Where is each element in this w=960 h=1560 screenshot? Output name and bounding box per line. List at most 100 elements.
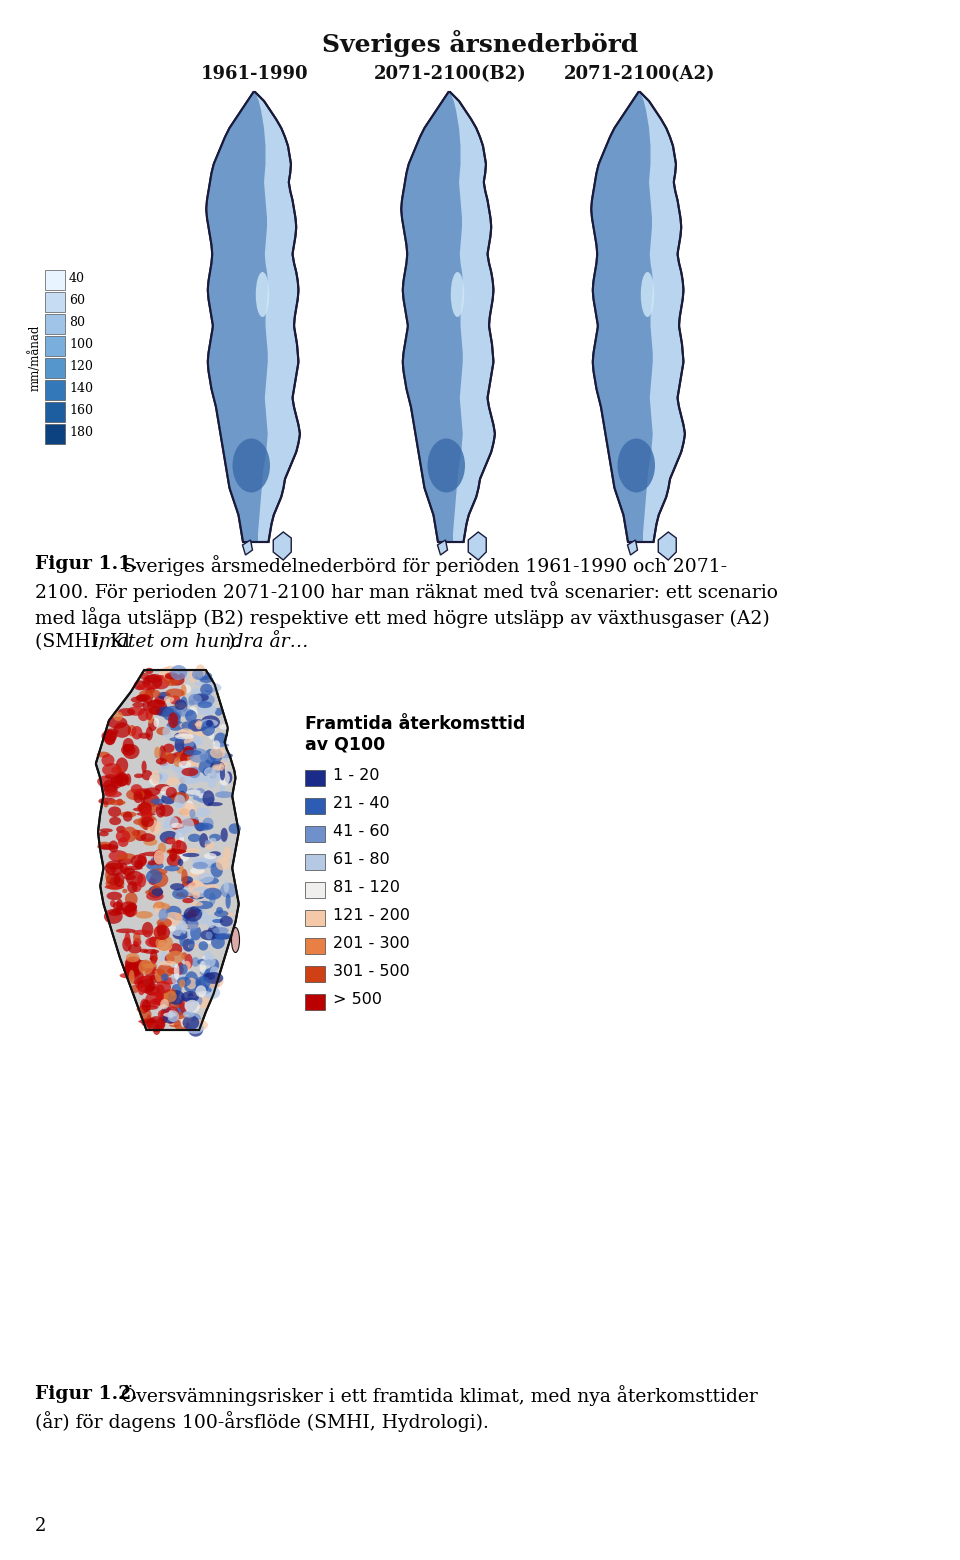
Ellipse shape bbox=[167, 839, 182, 844]
Ellipse shape bbox=[123, 744, 139, 760]
Ellipse shape bbox=[198, 702, 212, 708]
Ellipse shape bbox=[194, 788, 206, 802]
Ellipse shape bbox=[216, 913, 235, 917]
Ellipse shape bbox=[188, 719, 207, 732]
Bar bbox=[45, 357, 65, 378]
Ellipse shape bbox=[192, 858, 207, 863]
Ellipse shape bbox=[204, 683, 222, 693]
Ellipse shape bbox=[189, 749, 208, 763]
Ellipse shape bbox=[146, 708, 153, 721]
Ellipse shape bbox=[174, 997, 181, 1012]
Ellipse shape bbox=[156, 984, 164, 995]
Ellipse shape bbox=[138, 1019, 157, 1023]
Ellipse shape bbox=[166, 992, 180, 998]
Ellipse shape bbox=[112, 908, 132, 914]
Ellipse shape bbox=[175, 913, 181, 919]
Ellipse shape bbox=[160, 978, 177, 984]
Ellipse shape bbox=[203, 768, 208, 775]
Ellipse shape bbox=[212, 927, 228, 934]
Ellipse shape bbox=[640, 271, 655, 317]
Text: 41 - 60: 41 - 60 bbox=[333, 825, 390, 839]
Ellipse shape bbox=[140, 998, 149, 1014]
Text: Sveriges årsmedelnederbörd för perioden 1961-1990 och 2071-: Sveriges årsmedelnederbörd för perioden … bbox=[117, 555, 727, 576]
Ellipse shape bbox=[193, 808, 210, 817]
Ellipse shape bbox=[187, 928, 197, 941]
Ellipse shape bbox=[191, 688, 201, 699]
Ellipse shape bbox=[180, 753, 187, 766]
Ellipse shape bbox=[182, 961, 191, 970]
Ellipse shape bbox=[178, 791, 186, 803]
Ellipse shape bbox=[172, 841, 187, 855]
Ellipse shape bbox=[176, 1003, 186, 1014]
Ellipse shape bbox=[145, 690, 160, 697]
Ellipse shape bbox=[131, 984, 139, 994]
Ellipse shape bbox=[104, 783, 118, 796]
Bar bbox=[45, 381, 65, 399]
Ellipse shape bbox=[115, 772, 128, 786]
Ellipse shape bbox=[142, 675, 162, 690]
Ellipse shape bbox=[98, 797, 116, 805]
Ellipse shape bbox=[160, 1008, 169, 1023]
Ellipse shape bbox=[179, 783, 187, 794]
Text: Sveriges årsnederbörd: Sveriges årsnederbörd bbox=[322, 30, 638, 58]
Ellipse shape bbox=[165, 753, 179, 764]
Ellipse shape bbox=[126, 953, 139, 963]
Ellipse shape bbox=[165, 955, 175, 963]
Ellipse shape bbox=[106, 877, 125, 891]
Ellipse shape bbox=[129, 903, 136, 911]
Ellipse shape bbox=[169, 944, 182, 956]
Ellipse shape bbox=[181, 924, 200, 928]
Ellipse shape bbox=[176, 828, 186, 838]
Text: > 500: > 500 bbox=[333, 992, 382, 1008]
Ellipse shape bbox=[162, 707, 181, 721]
Ellipse shape bbox=[126, 970, 134, 980]
Ellipse shape bbox=[168, 1011, 174, 1019]
Ellipse shape bbox=[194, 995, 203, 1006]
Ellipse shape bbox=[172, 984, 181, 995]
Ellipse shape bbox=[132, 830, 147, 839]
Ellipse shape bbox=[110, 900, 115, 906]
Ellipse shape bbox=[182, 899, 194, 903]
Ellipse shape bbox=[172, 855, 180, 869]
Ellipse shape bbox=[152, 992, 162, 995]
Text: 301 - 500: 301 - 500 bbox=[333, 964, 410, 980]
Polygon shape bbox=[628, 540, 637, 555]
Ellipse shape bbox=[199, 941, 208, 950]
Ellipse shape bbox=[145, 668, 154, 674]
Ellipse shape bbox=[191, 1020, 208, 1031]
Ellipse shape bbox=[162, 1014, 178, 1023]
Ellipse shape bbox=[105, 860, 124, 875]
Ellipse shape bbox=[204, 969, 215, 983]
Ellipse shape bbox=[212, 934, 230, 939]
Ellipse shape bbox=[196, 721, 203, 730]
Ellipse shape bbox=[123, 869, 132, 877]
Ellipse shape bbox=[184, 953, 193, 969]
Ellipse shape bbox=[137, 874, 146, 888]
Ellipse shape bbox=[220, 783, 225, 797]
Ellipse shape bbox=[143, 1017, 156, 1022]
Ellipse shape bbox=[214, 911, 228, 917]
Ellipse shape bbox=[158, 908, 168, 920]
Ellipse shape bbox=[170, 675, 184, 686]
Ellipse shape bbox=[166, 721, 185, 730]
Ellipse shape bbox=[145, 938, 162, 947]
Ellipse shape bbox=[144, 677, 151, 686]
Ellipse shape bbox=[143, 700, 149, 711]
Ellipse shape bbox=[163, 913, 182, 925]
Ellipse shape bbox=[183, 1011, 195, 1017]
Ellipse shape bbox=[185, 800, 194, 816]
Ellipse shape bbox=[143, 838, 157, 846]
Ellipse shape bbox=[193, 796, 200, 800]
Ellipse shape bbox=[180, 739, 194, 747]
Ellipse shape bbox=[137, 861, 143, 866]
Polygon shape bbox=[274, 532, 291, 560]
Ellipse shape bbox=[180, 685, 191, 694]
Ellipse shape bbox=[166, 847, 182, 855]
Text: 2071-2100(A2): 2071-2100(A2) bbox=[564, 66, 716, 83]
Ellipse shape bbox=[172, 760, 190, 774]
Text: Översvämningsrisker i ett framtida klimat, med nya återkomsttider: Översvämningsrisker i ett framtida klima… bbox=[115, 1385, 757, 1406]
Ellipse shape bbox=[171, 953, 189, 969]
Ellipse shape bbox=[219, 763, 224, 771]
Ellipse shape bbox=[116, 799, 123, 805]
Ellipse shape bbox=[150, 948, 157, 964]
